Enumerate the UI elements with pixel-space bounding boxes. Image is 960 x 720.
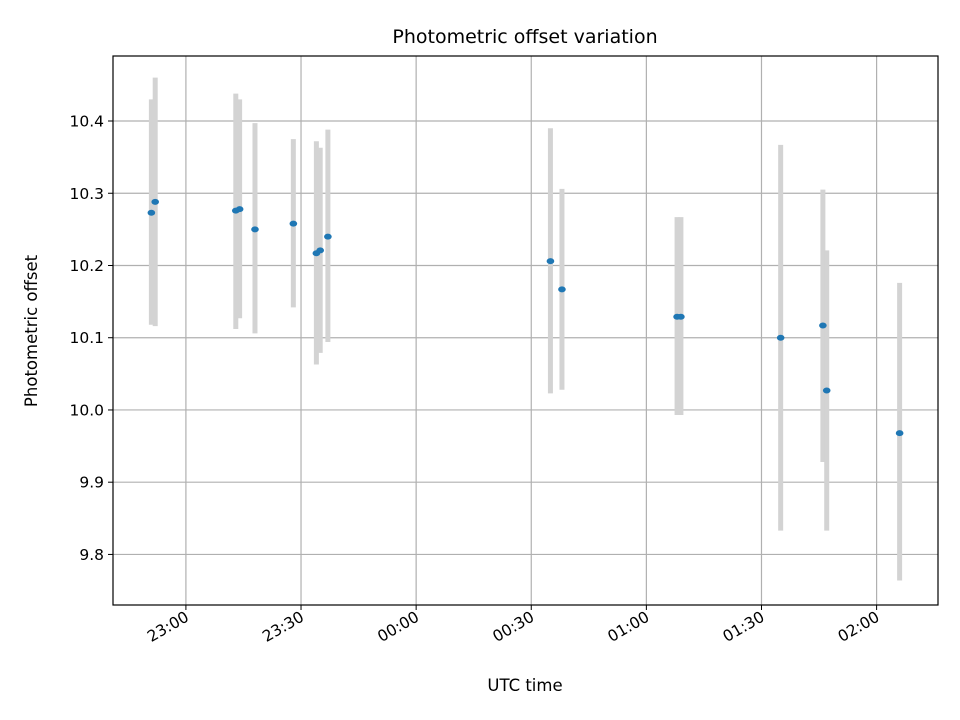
data-point	[316, 247, 325, 254]
x-tick-label: 23:30	[259, 608, 307, 646]
x-tick-label: 00:00	[374, 608, 422, 646]
y-tick-label: 10.4	[69, 113, 104, 131]
data-point	[558, 286, 566, 293]
y-tick-label: 9.8	[79, 546, 104, 564]
y-tick-label: 10.2	[69, 257, 104, 275]
x-tick-label: 02:00	[835, 608, 883, 646]
x-tick-label: 23:00	[144, 608, 192, 646]
data-point	[822, 387, 831, 394]
data-point	[895, 430, 904, 437]
data-point	[151, 198, 160, 205]
data-point	[546, 258, 555, 265]
data-point	[776, 334, 785, 341]
grid-layer	[113, 56, 938, 605]
x-tick-label: 01:30	[720, 608, 768, 646]
errorbar-layer	[148, 77, 903, 581]
point-layer	[147, 198, 904, 437]
data-point	[289, 220, 298, 227]
y-tick-label: 10.1	[69, 329, 104, 347]
plot-frame	[112, 55, 939, 606]
x-axis-title: UTC time	[487, 676, 562, 695]
data-point	[235, 206, 244, 213]
data-point	[819, 322, 827, 329]
y-tick-label: 10.3	[69, 185, 104, 203]
data-point	[251, 226, 259, 233]
y-axis-title: Photometric offset	[22, 254, 41, 407]
data-point	[324, 233, 332, 240]
x-tick-label: 00:30	[490, 608, 538, 646]
y-tick-label: 10.0	[69, 401, 104, 419]
chart-title: Photometric offset variation	[392, 26, 657, 48]
data-point	[677, 313, 685, 320]
tick-layer: 23:00 23:30 00:00 00:30 01:00 01:30 02:00 9.8 9.…	[69, 113, 882, 646]
x-tick-label: 01:00	[605, 608, 653, 646]
data-point	[147, 209, 156, 216]
y-tick-label: 9.9	[79, 474, 104, 492]
